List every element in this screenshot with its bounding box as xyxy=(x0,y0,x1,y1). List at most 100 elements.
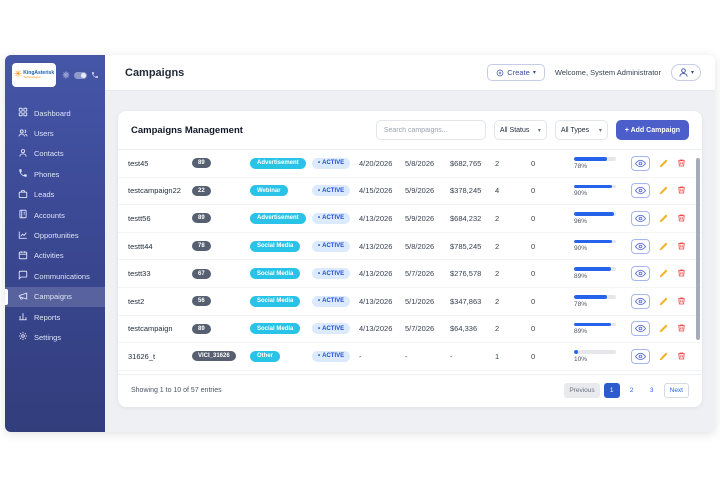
eye-icon xyxy=(635,183,646,198)
delete-button[interactable] xyxy=(677,211,686,226)
progress-label: 10% xyxy=(574,355,588,363)
delete-button[interactable] xyxy=(677,294,686,309)
sidebar-item-leads[interactable]: Leads xyxy=(5,185,105,205)
row-actions xyxy=(631,238,701,254)
end-date: 5/7/2026 xyxy=(405,324,435,334)
count-primary: 2 xyxy=(495,324,500,334)
sidebar-item-campaigns[interactable]: Campaigns xyxy=(5,286,105,307)
edit-button[interactable] xyxy=(659,211,668,226)
table-row: testcampaign22 22 Webinar ACTIVE 4/15/2026 5/… xyxy=(118,178,702,206)
eye-icon xyxy=(635,156,646,171)
start-date: 4/13/2026 xyxy=(359,213,393,223)
page-button-2[interactable]: 2 xyxy=(623,383,640,398)
theme-toggle[interactable] xyxy=(74,71,87,79)
user-menu-button[interactable]: ▾ xyxy=(670,64,701,81)
delete-button[interactable] xyxy=(677,321,686,336)
view-button[interactable] xyxy=(631,210,650,226)
campaign-type-badge: Other xyxy=(250,350,281,362)
budget: $347,863 xyxy=(450,296,482,306)
progress-label: 90% xyxy=(574,190,588,198)
count-secondary: 0 xyxy=(531,351,536,361)
progress-label: 78% xyxy=(574,162,588,170)
users-icon xyxy=(18,128,28,140)
chevron-down-icon: ▾ xyxy=(690,70,694,76)
progress-cell: 96% xyxy=(574,212,616,225)
delete-button[interactable] xyxy=(677,156,686,171)
status-filter-select[interactable]: All Status ▾ xyxy=(493,120,547,140)
logo-subtitle: Technologies xyxy=(23,75,41,79)
eye-icon xyxy=(635,239,646,254)
progress-cell: 90% xyxy=(574,239,616,252)
card-header: Campaigns Management All Status ▾ All Ty… xyxy=(118,111,702,150)
sidebar-item-opportunities[interactable]: Opportunities xyxy=(5,225,105,245)
table-row: testt33 67 Social Media ACTIVE 4/13/2026 5/7/… xyxy=(118,260,702,288)
sidebar-item-communications[interactable]: Communications xyxy=(5,266,105,286)
edit-button[interactable] xyxy=(659,183,668,198)
campaign-name: test2 xyxy=(128,296,145,306)
edit-button[interactable] xyxy=(659,266,668,281)
type-filter-value: All Types xyxy=(560,126,590,134)
trash-icon xyxy=(677,266,686,281)
view-button[interactable] xyxy=(631,183,650,199)
type-filter-select[interactable]: All Types ▾ xyxy=(554,120,608,140)
delete-button[interactable] xyxy=(677,266,686,281)
edit-button[interactable] xyxy=(659,156,668,171)
progress-cell: 78% xyxy=(574,157,616,170)
page-title: Campaigns xyxy=(125,66,185,79)
bar-chart-icon xyxy=(18,311,28,323)
page-button-3[interactable]: 3 xyxy=(643,383,660,398)
add-campaign-button[interactable]: + Add Campaign xyxy=(615,120,689,140)
progress-label: 96% xyxy=(574,217,588,225)
edit-button[interactable] xyxy=(659,349,668,364)
view-button[interactable] xyxy=(631,266,650,282)
start-date: 4/13/2026 xyxy=(359,269,393,279)
status-badge: ACTIVE xyxy=(312,240,351,252)
campaign-name: testt33 xyxy=(128,269,151,279)
start-date: 4/13/2026 xyxy=(359,241,393,251)
progress-track xyxy=(574,184,616,189)
view-button[interactable] xyxy=(631,321,650,337)
delete-button[interactable] xyxy=(677,183,686,198)
edit-button[interactable] xyxy=(659,239,668,254)
view-button[interactable] xyxy=(631,238,650,254)
page-button-previous[interactable]: Previous xyxy=(564,383,600,398)
end-date: 5/1/2026 xyxy=(405,296,435,306)
sidebar-item-users[interactable]: Users xyxy=(5,123,105,143)
view-button[interactable] xyxy=(631,155,650,171)
chevron-down-icon: ▾ xyxy=(532,70,536,76)
page-button-1[interactable]: 1 xyxy=(603,383,620,398)
sidebar-item-reports[interactable]: Reports xyxy=(5,307,105,327)
search-input[interactable] xyxy=(375,120,486,140)
create-button[interactable]: Create ▾ xyxy=(487,64,545,81)
start-date: 4/13/2026 xyxy=(359,324,393,334)
sidebar-item-activities[interactable]: Activities xyxy=(5,246,105,266)
delete-button[interactable] xyxy=(677,349,686,364)
sidebar-item-contacts[interactable]: Contacts xyxy=(5,144,105,164)
gear-icon[interactable] xyxy=(62,66,70,84)
progress-cell: 78% xyxy=(574,295,616,308)
chevron-down-icon: ▾ xyxy=(598,127,602,134)
progress-cell: 90% xyxy=(574,184,616,198)
page-button-next[interactable]: Next xyxy=(663,383,689,398)
phone-icon[interactable] xyxy=(91,66,99,84)
pencil-icon xyxy=(659,266,668,281)
view-button[interactable] xyxy=(631,293,650,309)
count-secondary: 0 xyxy=(531,158,536,168)
count-primary: 2 xyxy=(495,241,500,251)
company-logo[interactable]: ✳ KingAsterisk Technologies xyxy=(12,63,56,87)
view-button[interactable] xyxy=(631,348,650,364)
sidebar-item-dashboard[interactable]: Dashboard xyxy=(5,103,105,123)
budget: $64,336 xyxy=(450,324,478,334)
topbar: Campaigns Create ▾ Welcome, System Admin… xyxy=(105,55,715,91)
budget: $785,245 xyxy=(450,241,482,251)
progress-cell: 89% xyxy=(574,267,616,280)
edit-button[interactable] xyxy=(659,321,668,336)
campaign-name: testtt44 xyxy=(128,241,153,251)
sidebar-item-accounts[interactable]: Accounts xyxy=(5,205,105,225)
vertical-scrollbar[interactable] xyxy=(696,158,700,340)
delete-button[interactable] xyxy=(677,239,686,254)
sidebar-item-settings[interactable]: Settings xyxy=(5,327,105,347)
progress-fill xyxy=(574,295,607,299)
edit-button[interactable] xyxy=(659,294,668,309)
sidebar-item-phones[interactable]: Phones xyxy=(5,164,105,184)
